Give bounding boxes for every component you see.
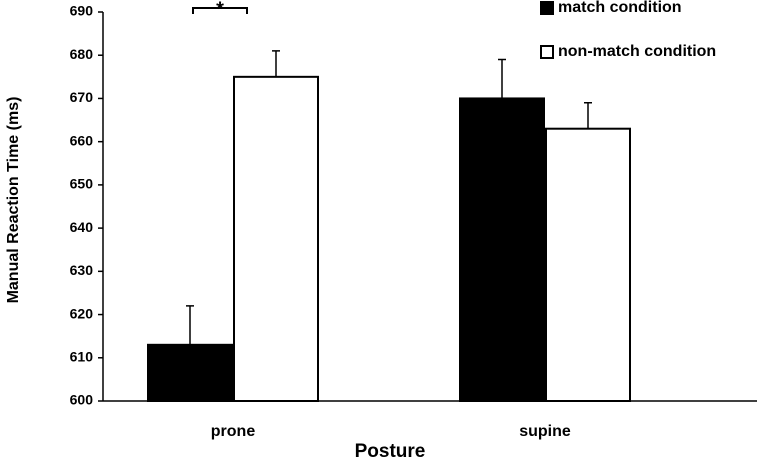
significance-bracket [192, 7, 248, 14]
y-tick-label: 620 [70, 305, 94, 321]
x-tick-label: prone [211, 423, 256, 440]
x-tick-label: supine [519, 423, 571, 440]
y-tick-label: 660 [70, 132, 94, 148]
y-tick-label: 610 [70, 348, 94, 364]
legend-swatch [540, 45, 554, 59]
significance-star: * [216, 0, 224, 20]
bar [147, 343, 233, 402]
y-tick-label: 650 [70, 176, 94, 192]
bar [459, 97, 545, 402]
y-tick-label: 670 [70, 89, 94, 105]
legend-swatch [540, 1, 554, 15]
bar [545, 127, 631, 402]
x-axis-title: Posture [355, 441, 426, 462]
bar [233, 75, 319, 402]
legend-label: non-match condition [558, 43, 716, 60]
error-bar [498, 58, 506, 99]
error-bar [272, 50, 280, 77]
y-tick-label: 690 [70, 3, 94, 19]
legend-label: match condition [558, 0, 682, 16]
y-tick-label: 600 [70, 392, 94, 408]
y-tick-label: 680 [70, 46, 94, 62]
error-bar [584, 102, 592, 129]
error-bar [186, 305, 194, 345]
y-axis-title: Manual Reaction Time (ms) [5, 97, 22, 304]
y-tick-label: 640 [70, 219, 94, 235]
y-tick-label: 630 [70, 262, 94, 278]
